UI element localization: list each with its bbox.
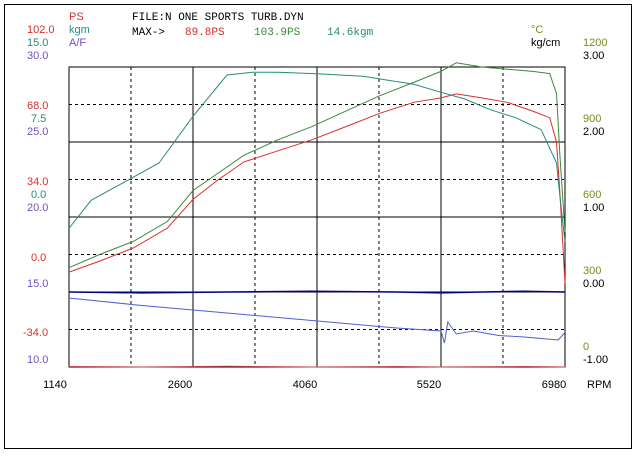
r-tick-temp-300: 300 [583, 265, 601, 277]
y-tick-ps-top: 102.0 [27, 24, 55, 36]
r-tick-boost-neg1: -1.00 [583, 354, 608, 366]
x-tick-2600: 2600 [168, 379, 192, 391]
r-tick-boost-1: 1.00 [583, 202, 604, 214]
unit-boost-label: kg/cm [531, 37, 560, 49]
r-tick-boost-2: 2.00 [583, 126, 604, 138]
x-tick-5520: 5520 [417, 379, 441, 391]
y-tick-ps-mid1: 68.0 [27, 100, 48, 112]
y-tick-af-top: 30.0 [27, 50, 48, 62]
r-tick-temp-0: 0 [583, 341, 589, 353]
y-tick-kgm-mid2: 0.0 [31, 189, 46, 201]
unit-kgm-label: kgm [69, 24, 90, 36]
y-tick-ps-mid3: 0.0 [31, 252, 46, 264]
series-line-0 [68, 93, 566, 284]
y-tick-af-mid2: 20.0 [27, 202, 48, 214]
y-tick-kgm-mid1: 7.5 [31, 113, 46, 125]
y-tick-ps-bottom: -34.0 [23, 327, 48, 339]
chart-grid [68, 66, 566, 368]
max-label: MAX-> [132, 27, 165, 39]
series-line-2 [68, 71, 566, 242]
max-ps-green: 103.9PS [254, 27, 301, 39]
r-tick-boost-0: 0.00 [583, 278, 604, 290]
series-line-1 [68, 62, 566, 269]
x-tick-6980: 6980 [542, 379, 566, 391]
r-tick-temp-900: 900 [583, 113, 601, 125]
y-tick-af-mid1: 25.0 [27, 126, 48, 138]
chart-series [68, 62, 566, 368]
max-torque: 14.6kgm [327, 27, 374, 39]
unit-af-label: A/F [69, 37, 86, 49]
y-tick-af-mid3: 15.0 [27, 278, 48, 290]
r-tick-temp-600: 600 [583, 189, 601, 201]
max-ps-red: 89.8PS [185, 27, 225, 39]
file-name-label: FILE:N ONE SPORTS TURB.DYN [132, 12, 304, 24]
y-tick-kgm-top: 15.0 [27, 37, 48, 49]
unit-ps-label: PS [69, 11, 84, 23]
unit-temp-label: °C [531, 24, 543, 36]
series-line-4 [68, 290, 566, 294]
x-axis-label: RPM [587, 379, 611, 391]
dyno-chart-panel: FILE:N ONE SPORTS TURB.DYN MAX-> 89.8PS … [4, 4, 632, 449]
dyno-chart: FILE:N ONE SPORTS TURB.DYN MAX-> 89.8PS … [23, 11, 611, 391]
series-line-5 [68, 365, 566, 368]
y-tick-ps-mid2: 34.0 [27, 176, 48, 188]
r-tick-temp-1200: 1200 [583, 37, 607, 49]
x-tick-1140: 1140 [43, 379, 67, 391]
x-tick-4060: 4060 [293, 379, 317, 391]
y-tick-af-bottom: 10.0 [27, 354, 48, 366]
r-tick-boost-3: 3.00 [583, 50, 604, 62]
series-line-3 [68, 297, 566, 344]
